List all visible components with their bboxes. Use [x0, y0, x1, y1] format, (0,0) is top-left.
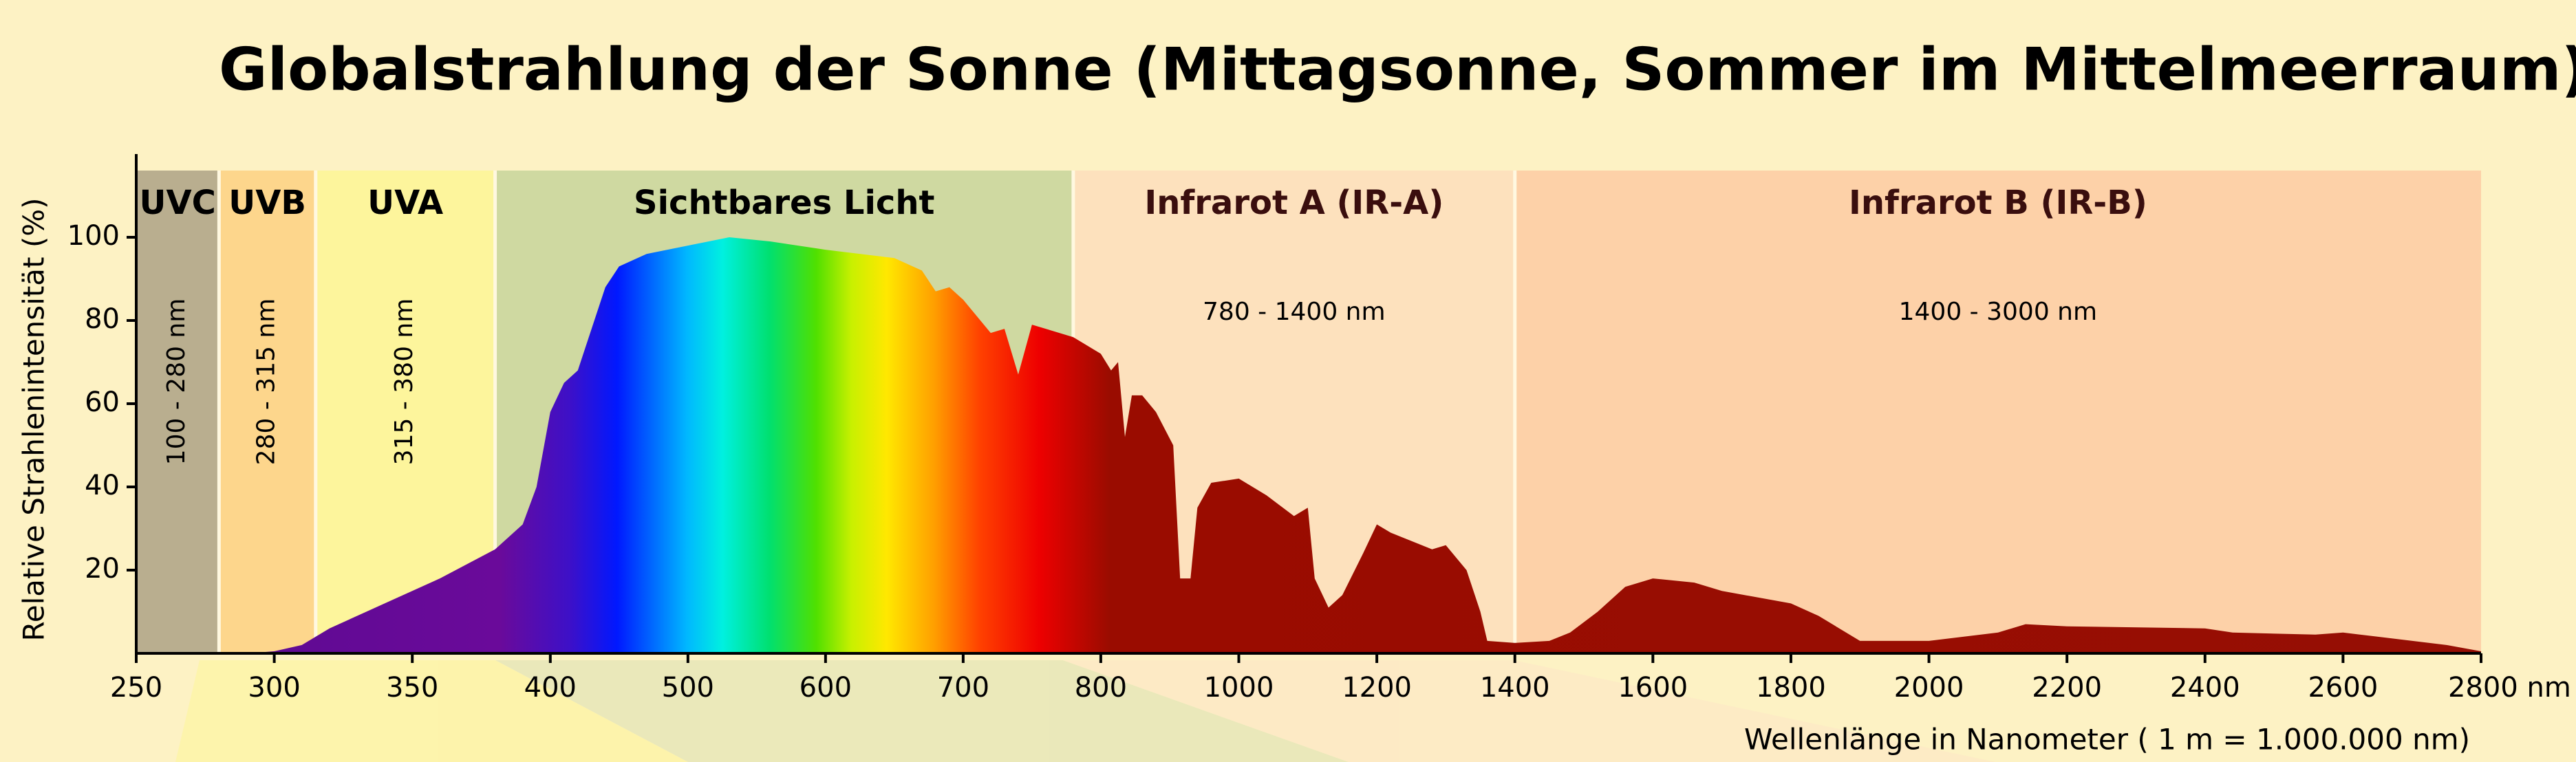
band-name: UVA: [367, 184, 443, 222]
band-name: Infrarot A (IR-A): [1144, 184, 1443, 222]
x-tick-label: 600: [799, 672, 852, 704]
projection-decor: [175, 660, 1995, 762]
x-tick-label: 1600: [1618, 672, 1688, 704]
y-tick-label: 20: [85, 553, 120, 585]
band-name: UVC: [140, 184, 216, 222]
band-range: 780 - 1400 nm: [1203, 298, 1386, 326]
x-tick-label: 400: [524, 672, 577, 704]
spectrum-area: [246, 237, 2481, 653]
x-tick-label: 1800: [1756, 672, 1826, 704]
x-tick-label: 800: [1075, 672, 1127, 704]
band: [1514, 171, 2481, 653]
band-name: Sichtbares Licht: [634, 184, 934, 222]
band-range: 100 - 280 nm: [162, 298, 191, 466]
x-tick-label: 2600: [2308, 672, 2378, 704]
band: [219, 171, 316, 653]
x-tick-label: 2400: [2170, 672, 2240, 704]
x-tick-label: 1400: [1480, 672, 1550, 704]
band-range: 280 - 315 nm: [253, 298, 281, 466]
decor-shape: [495, 660, 1349, 762]
band-range: 315 - 380 nm: [390, 298, 418, 466]
y-axis-label: Relative Strahlenintensität (%): [17, 197, 51, 641]
band-range: 1400 - 3000 nm: [1899, 298, 2097, 326]
x-tick-label: 350: [386, 672, 438, 704]
x-tick-label: 500: [662, 672, 714, 704]
x-axis-label: Wellenlänge in Nanometer ( 1 m = 1.000.0…: [1744, 723, 2470, 756]
y-tick-label: 40: [85, 470, 120, 501]
x-tick-label: 2200: [2032, 672, 2102, 704]
x-tick-label: 1200: [1342, 672, 1412, 704]
band-name: UVB: [228, 184, 306, 222]
x-tick-label: 1000: [1204, 672, 1274, 704]
band: [136, 171, 219, 653]
y-tick-label: 80: [85, 303, 120, 335]
x-tick-label: 2000: [1894, 672, 1964, 704]
decor-shape: [1063, 660, 1995, 762]
x-tick-label: 700: [937, 672, 989, 704]
chart-title: Globalstrahlung der Sonne (Mittagsonne, …: [219, 35, 2576, 104]
x-tick-label: 2800 nm: [2448, 672, 2571, 704]
decor-shape: [175, 660, 688, 762]
x-tick-label: 300: [248, 672, 300, 704]
y-tick-label: 60: [85, 387, 120, 418]
x-tick-label: 250: [110, 672, 162, 704]
band-name: Infrarot B (IR-B): [1849, 184, 2147, 222]
y-tick-label: 100: [67, 220, 120, 252]
